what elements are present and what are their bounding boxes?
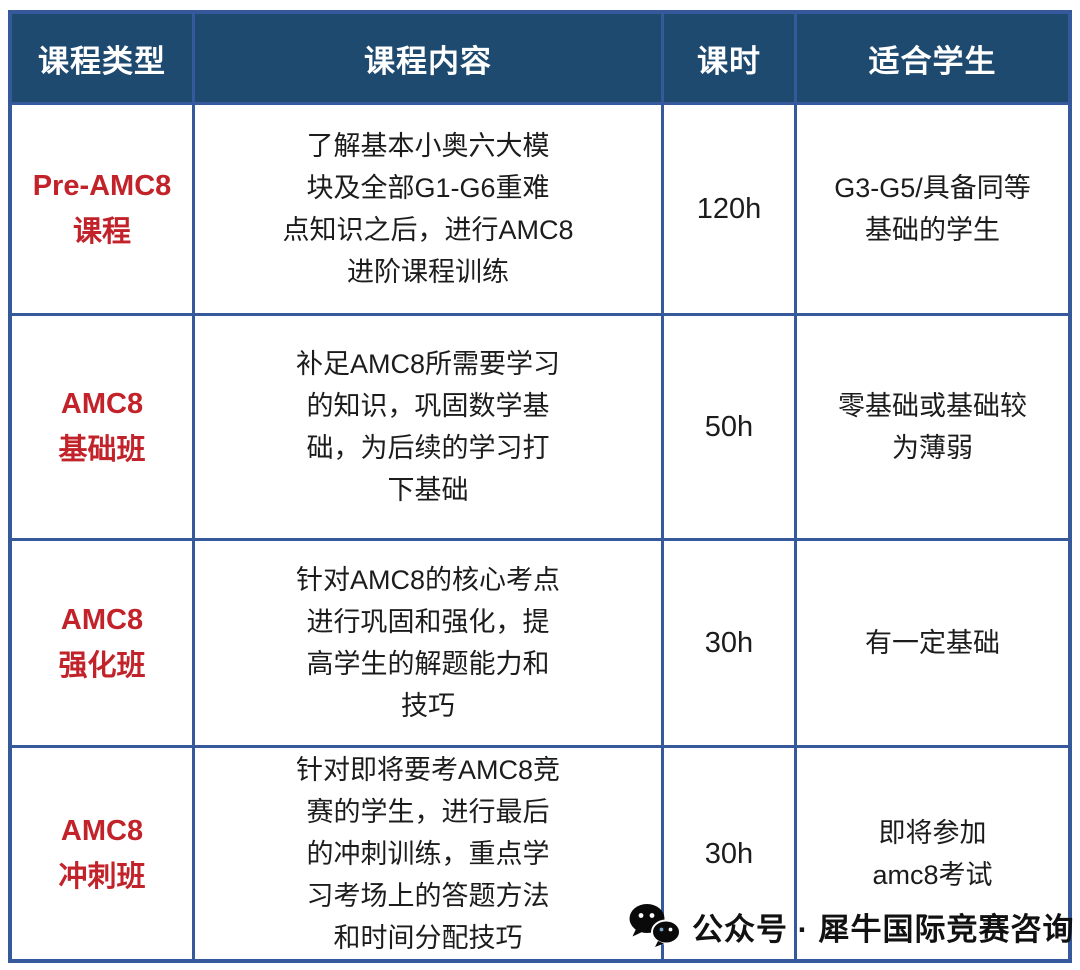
row2-hours: 50h (664, 316, 794, 538)
row2-course-content: 补足AMC8所需要学习 的知识，巩固数学基 础，为后续的学习打 下基础 (195, 316, 661, 538)
header-hours: 课时 (664, 14, 794, 102)
row3-students: 有一定基础 (797, 541, 1068, 745)
course-table: 课程类型 课程内容 课时 适合学生 Pre-AMC8 课程 了解基本小奥六大模 … (8, 10, 1072, 963)
row1-students: G3-G5/具备同等 基础的学生 (797, 105, 1068, 313)
row4-hours: 30h (664, 748, 794, 959)
watermark: 公众号 · 犀牛国际竞赛咨询 (628, 903, 1075, 949)
row4-students: 即将参加 amc8考试 (797, 748, 1068, 959)
wechat-icon (629, 904, 681, 947)
row3-hours: 30h (664, 541, 794, 745)
watermark-text: 公众号 · 犀牛国际竞赛咨询 (692, 911, 1075, 947)
header-course-type: 课程类型 (12, 14, 192, 102)
row3-course-content: 针对AMC8的核心考点 进行巩固和强化，提 高学生的解题能力和 技巧 (195, 541, 661, 745)
row3-course-type: AMC8 强化班 (12, 541, 192, 745)
row1-course-content: 了解基本小奥六大模 块及全部G1-G6重难 点知识之后，进行AMC8 进阶课程训… (195, 105, 661, 313)
row1-hours: 120h (664, 105, 794, 313)
row2-students: 零基础或基础较 为薄弱 (797, 316, 1068, 538)
row4-course-content: 针对即将要考AMC8竞 赛的学生，进行最后 的冲刺训练，重点学 习考场上的答题方… (195, 748, 661, 959)
row2-course-type: AMC8 基础班 (12, 316, 192, 538)
header-course-content: 课程内容 (195, 14, 661, 102)
row1-course-type: Pre-AMC8 课程 (12, 105, 192, 313)
row4-course-type: AMC8 冲刺班 (12, 748, 192, 959)
header-suitable-students: 适合学生 (797, 14, 1068, 102)
